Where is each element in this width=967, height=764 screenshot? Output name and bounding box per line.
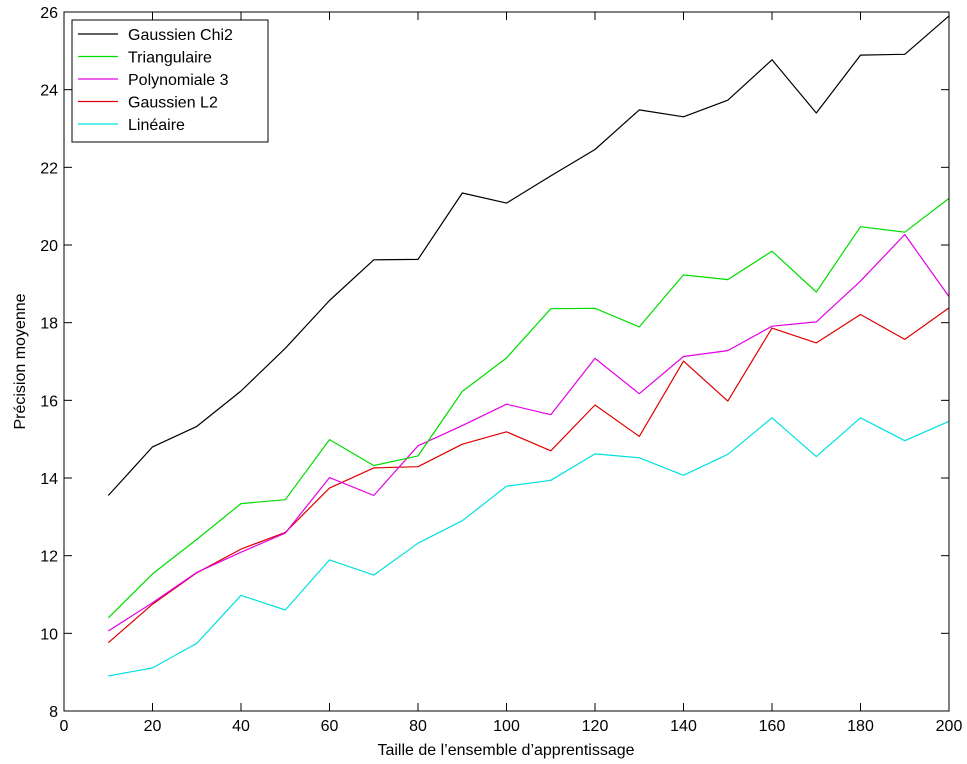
series-line-3 [107, 307, 950, 644]
legend-label: Triangulaire [128, 50, 212, 67]
legend-label: Linéaire [128, 117, 185, 134]
x-tick-label: 0 [60, 718, 69, 735]
y-tick-label: 26 [40, 5, 58, 22]
x-tick-label: 80 [409, 718, 427, 735]
x-tick-label: 40 [232, 718, 250, 735]
x-tick-label: 60 [321, 718, 339, 735]
y-tick-label: 20 [40, 238, 58, 255]
x-axis-title: Taille de l’ensemble d’apprentissage [377, 742, 634, 759]
y-tick-label: 18 [40, 316, 58, 333]
legend: Gaussien Chi2 Triangulaire Polynomiale 3 Ga… [71, 19, 269, 143]
legend-label: Polynomiale 3 [128, 72, 229, 89]
series-line-4 [108, 417, 950, 677]
x-tick-label: 120 [582, 718, 609, 735]
y-axis-title: Précision moyenne [12, 293, 29, 429]
series-line-0 [107, 15, 950, 496]
series-layer [107, 15, 950, 677]
x-tick-label: 100 [493, 718, 520, 735]
y-tick-label: 12 [40, 549, 58, 566]
y-tick-label: 14 [40, 471, 58, 488]
ticks-layer: 0 20 40 60 80 100 120 140 160 180 200 8 10 12 14 16 18 20… [40, 5, 962, 735]
x-tick-label: 200 [936, 718, 963, 735]
x-tick-label: 20 [144, 718, 162, 735]
y-tick-label: 24 [40, 83, 58, 100]
legend-label: Gaussien Chi2 [128, 27, 233, 44]
y-tick-label: 8 [49, 704, 58, 721]
legend-box [71, 19, 269, 143]
x-tick-label: 180 [847, 718, 874, 735]
x-tick-label: 160 [759, 718, 786, 735]
legend-label: Gaussien L2 [128, 95, 218, 112]
x-tick-label: 140 [670, 718, 697, 735]
y-tick-label: 10 [40, 626, 58, 643]
y-tick-label: 22 [40, 160, 58, 177]
series-line-1 [107, 197, 950, 619]
series-line-2 [107, 233, 950, 632]
y-tick-label: 16 [40, 393, 58, 410]
